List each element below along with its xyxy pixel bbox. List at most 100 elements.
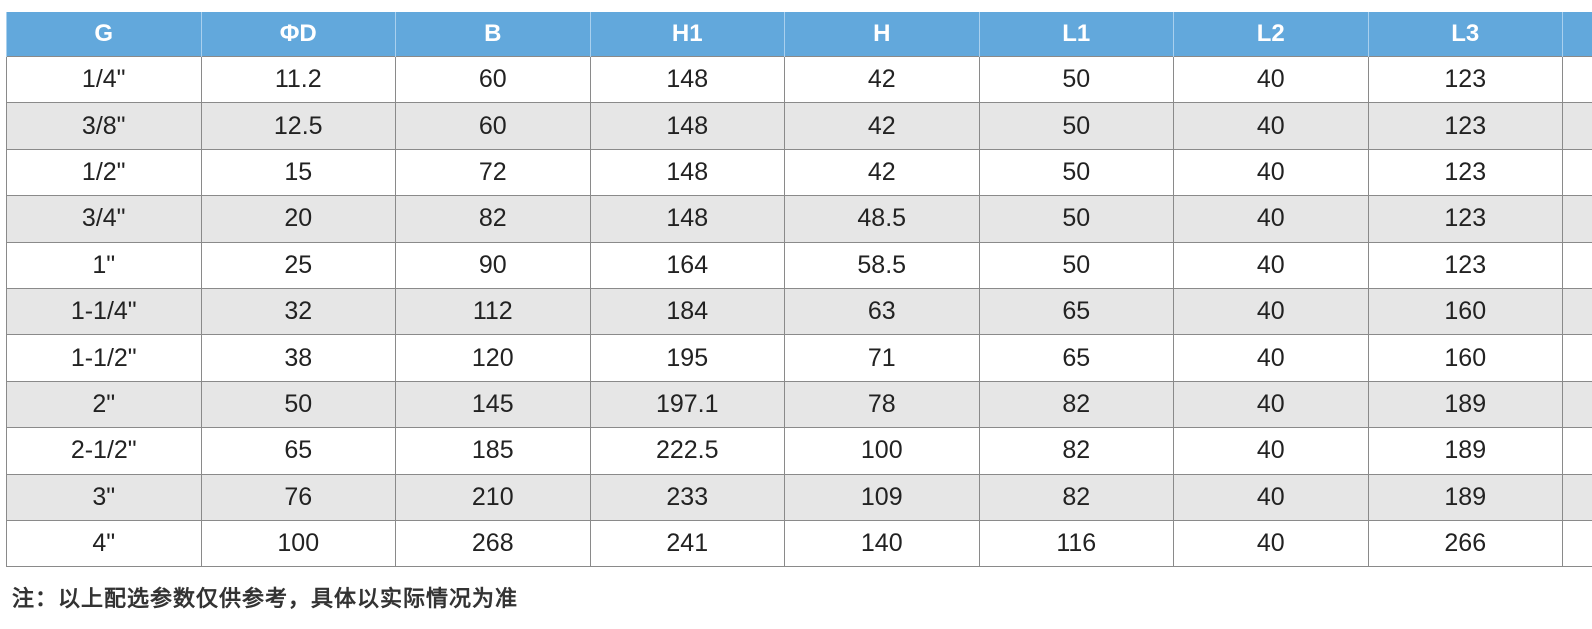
table-cell: 184 [589,287,785,336]
table-cell: 40 [1173,241,1369,289]
table-cell: 40 [1173,334,1369,382]
table-cell: 189 [1367,380,1563,429]
table-cell-cut [1562,195,1592,243]
table-cell-cut [1562,102,1592,150]
table-cell: 48.5 [784,195,980,243]
table-cell: 65 [200,427,396,475]
table-cell: 63 [784,287,980,336]
table-cell-cut [1562,380,1592,429]
table-cell: 25 [200,241,396,289]
table-cell: 233 [589,473,785,521]
table-cell: 195 [589,334,785,382]
table-cell: 140 [784,519,980,568]
table-cell: 42 [784,148,980,197]
table-cell: 189 [1367,473,1563,521]
column-header: H1 [589,12,785,57]
table-row: 2-1/2" 65 185 222.5 100 82 40 189 [6,427,1592,475]
table-cell: 222.5 [589,427,785,475]
header-row: G ΦD B H1 H L1 L2 L3 [6,12,1592,57]
table-cell: 112 [395,287,591,336]
table-cell: 3/4" [6,195,202,243]
column-header: ΦD [200,12,396,57]
table-cell-cut [1562,427,1592,475]
table-row: 3/4" 20 82 148 48.5 50 40 123 [6,195,1592,243]
table-row: 1" 25 90 164 58.5 50 40 123 [6,241,1592,289]
table-cell: 42 [784,102,980,150]
column-header-cut [1562,12,1592,57]
table-cell: 120 [395,334,591,382]
table-cell: 123 [1367,102,1563,150]
spec-table: G ΦD B H1 H L1 L2 L3 1/4" 11.2 60 148 42 50 40 123 3/8"… [6,12,1592,568]
table-cell: 210 [395,473,591,521]
footnote: 注：以上配选参数仅供参考，具体以实际情况为准 [12,587,519,612]
table-cell: 148 [589,148,785,197]
table-cell: 40 [1173,102,1369,150]
table-cell: 3/8" [6,102,202,150]
table-cell: 40 [1173,195,1369,243]
table-cell: 60 [395,55,591,104]
table-cell: 50 [978,102,1174,150]
table-cell: 123 [1367,55,1563,104]
column-header: L2 [1173,12,1369,57]
table-cell: 40 [1173,427,1369,475]
table-cell-cut [1562,473,1592,521]
table-cell: 76 [200,473,396,521]
table-cell: 50 [978,55,1174,104]
table-cell: 60 [395,102,591,150]
table-cell: 40 [1173,519,1369,568]
table-cell: 123 [1367,148,1563,197]
table-cell: 42 [784,55,980,104]
table-cell: 50 [200,380,396,429]
table-cell: 15 [200,148,396,197]
table-row: 2" 50 145 197.1 78 82 40 189 [6,380,1592,429]
table-cell: 50 [978,148,1174,197]
table-cell-cut [1562,55,1592,104]
table-cell: 160 [1367,287,1563,336]
table-cell: 1-1/2" [6,334,202,382]
table-row: 1-1/2" 38 120 195 71 65 40 160 [6,334,1592,382]
table-cell: 4" [6,519,202,568]
table-cell: 164 [589,241,785,289]
table-cell: 100 [784,427,980,475]
table-cell: 116 [978,519,1174,568]
table-cell: 197.1 [589,380,785,429]
table-cell: 148 [589,102,785,150]
column-header: L1 [978,12,1174,57]
table-cell: 148 [589,55,785,104]
table-cell-cut [1562,241,1592,289]
table-cell: 82 [978,427,1174,475]
table-cell: 32 [200,287,396,336]
table-cell: 2-1/2" [6,427,202,475]
table-cell-cut [1562,519,1592,568]
table-cell: 11.2 [200,55,396,104]
column-header: L3 [1367,12,1563,57]
table-cell: 241 [589,519,785,568]
table-cell: 12.5 [200,102,396,150]
table-cell: 100 [200,519,396,568]
table-cell: 90 [395,241,591,289]
table-row: 3/8" 12.5 60 148 42 50 40 123 [6,102,1592,150]
table-row: 1-1/4" 32 112 184 63 65 40 160 [6,287,1592,336]
table-row: 1/2" 15 72 148 42 50 40 123 [6,148,1592,197]
column-header: B [395,12,591,57]
table-cell: 148 [589,195,785,243]
table-cell: 160 [1367,334,1563,382]
table-cell-cut [1562,334,1592,382]
table-cell: 40 [1173,287,1369,336]
table-cell: 50 [978,195,1174,243]
table-cell-cut [1562,287,1592,336]
table-cell: 40 [1173,473,1369,521]
column-header: G [6,12,202,57]
table-row: 1/4" 11.2 60 148 42 50 40 123 [6,55,1592,104]
table-cell: 72 [395,148,591,197]
table-cell: 268 [395,519,591,568]
table-cell: 58.5 [784,241,980,289]
table-row: 3" 76 210 233 109 82 40 189 [6,473,1592,521]
table-cell: 266 [1367,519,1563,568]
table-cell: 50 [978,241,1174,289]
table-cell: 2" [6,380,202,429]
column-header: H [784,12,980,57]
table-cell: 123 [1367,241,1563,289]
table-cell: 109 [784,473,980,521]
table-cell: 123 [1367,195,1563,243]
